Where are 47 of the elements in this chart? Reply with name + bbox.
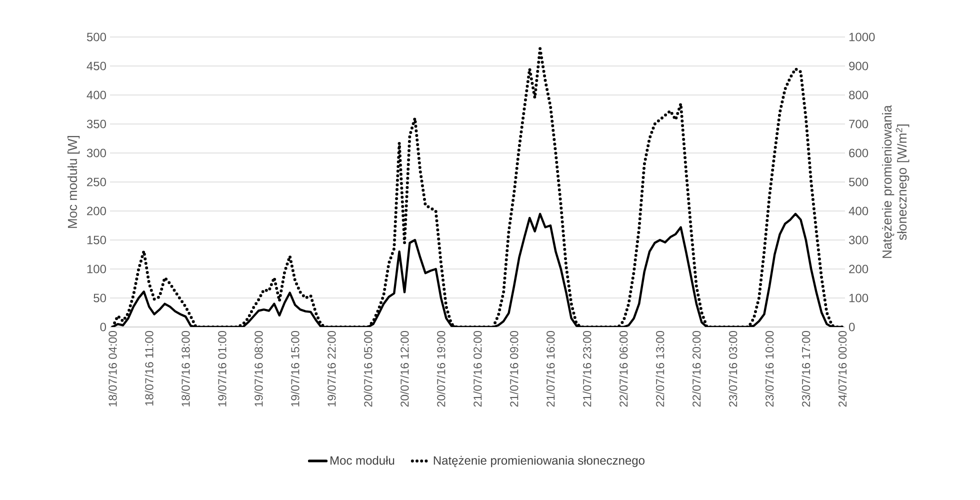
x-tick-label: 18/07/16 18:00 xyxy=(181,330,190,406)
y-tick-label: 300 xyxy=(86,148,106,158)
y-tick-label: 0 xyxy=(100,322,106,332)
y2-tick-label: 900 xyxy=(849,62,868,70)
x-tick-label: 19/07/16 15:00 xyxy=(290,330,300,406)
x-tick-label: 19/07/16 08:00 xyxy=(254,330,263,406)
x-tick-label: 20/07/16 05:00 xyxy=(364,330,372,407)
x-tick-label: 20/07/16 19:00 xyxy=(436,330,446,407)
y-tick-label: 400 xyxy=(86,90,106,100)
y2-tick-label: 200 xyxy=(849,264,868,274)
x-tick-label: 22/07/16 20:00 xyxy=(692,330,701,407)
legend-label: Natężenie promieniowania słonecznego xyxy=(434,456,644,468)
x-tick-label: 23/07/16 03:00 xyxy=(728,330,738,407)
x-tick-label: 24/07/16 00:00 xyxy=(838,330,847,407)
y2-axis-title: Natężenie promieniowania słonecznego [W/m$^{2}$] xyxy=(882,105,910,258)
y-tick-label: 50 xyxy=(94,294,106,302)
x-tick-label: 21/07/16 02:00 xyxy=(473,330,482,407)
x-tick-label: 22/07/16 06:00 xyxy=(619,330,628,407)
y2-tick-label: 700 xyxy=(849,120,868,128)
x-tick-label: 21/07/16 23:00 xyxy=(582,330,592,407)
y-axis-title: Moc modułu [W] xyxy=(68,136,80,228)
x-tick-label: 18/07/16 04:00 xyxy=(108,330,117,406)
x-tick-label: 23/07/16 10:00 xyxy=(765,330,774,407)
x-tick-label: 19/07/16 01:00 xyxy=(218,330,226,406)
x-tick-label: 19/07/16 22:00 xyxy=(327,330,336,406)
x-tick-label: 20/07/16 12:00 xyxy=(400,330,409,407)
x-tick-label: 18/07/16 11:00 xyxy=(144,330,154,406)
x-tick-label: 23/07/16 17:00 xyxy=(802,330,810,407)
y-tick-label: 500 xyxy=(86,32,106,42)
y-tick-label: 100 xyxy=(87,264,106,274)
x-tick-label: 21/07/16 09:00 xyxy=(510,330,518,407)
y-tick-label: 450 xyxy=(86,62,106,70)
y2-tick-label: 500 xyxy=(849,178,868,186)
y-tick-label: 150 xyxy=(87,236,106,244)
y2-tick-label: 600 xyxy=(849,148,868,158)
y-tick-label: 350 xyxy=(86,120,106,128)
x-tick-label: 21/07/16 16:00 xyxy=(546,330,555,407)
y-tick-label: 250 xyxy=(87,178,106,186)
y2-tick-label: 300 xyxy=(848,236,868,244)
y2-tick-label: 100 xyxy=(849,294,868,302)
y2-tick-label: 800 xyxy=(849,90,868,100)
x-tick-label: 22/07/16 13:00 xyxy=(656,330,664,407)
y-tick-label: 200 xyxy=(87,206,106,216)
legend-label: Moc modułu xyxy=(330,456,394,465)
y2-tick-label: 400 xyxy=(848,206,868,216)
y2-tick-label: 0 xyxy=(849,322,855,332)
y2-tick-label: 1000 xyxy=(849,32,875,42)
